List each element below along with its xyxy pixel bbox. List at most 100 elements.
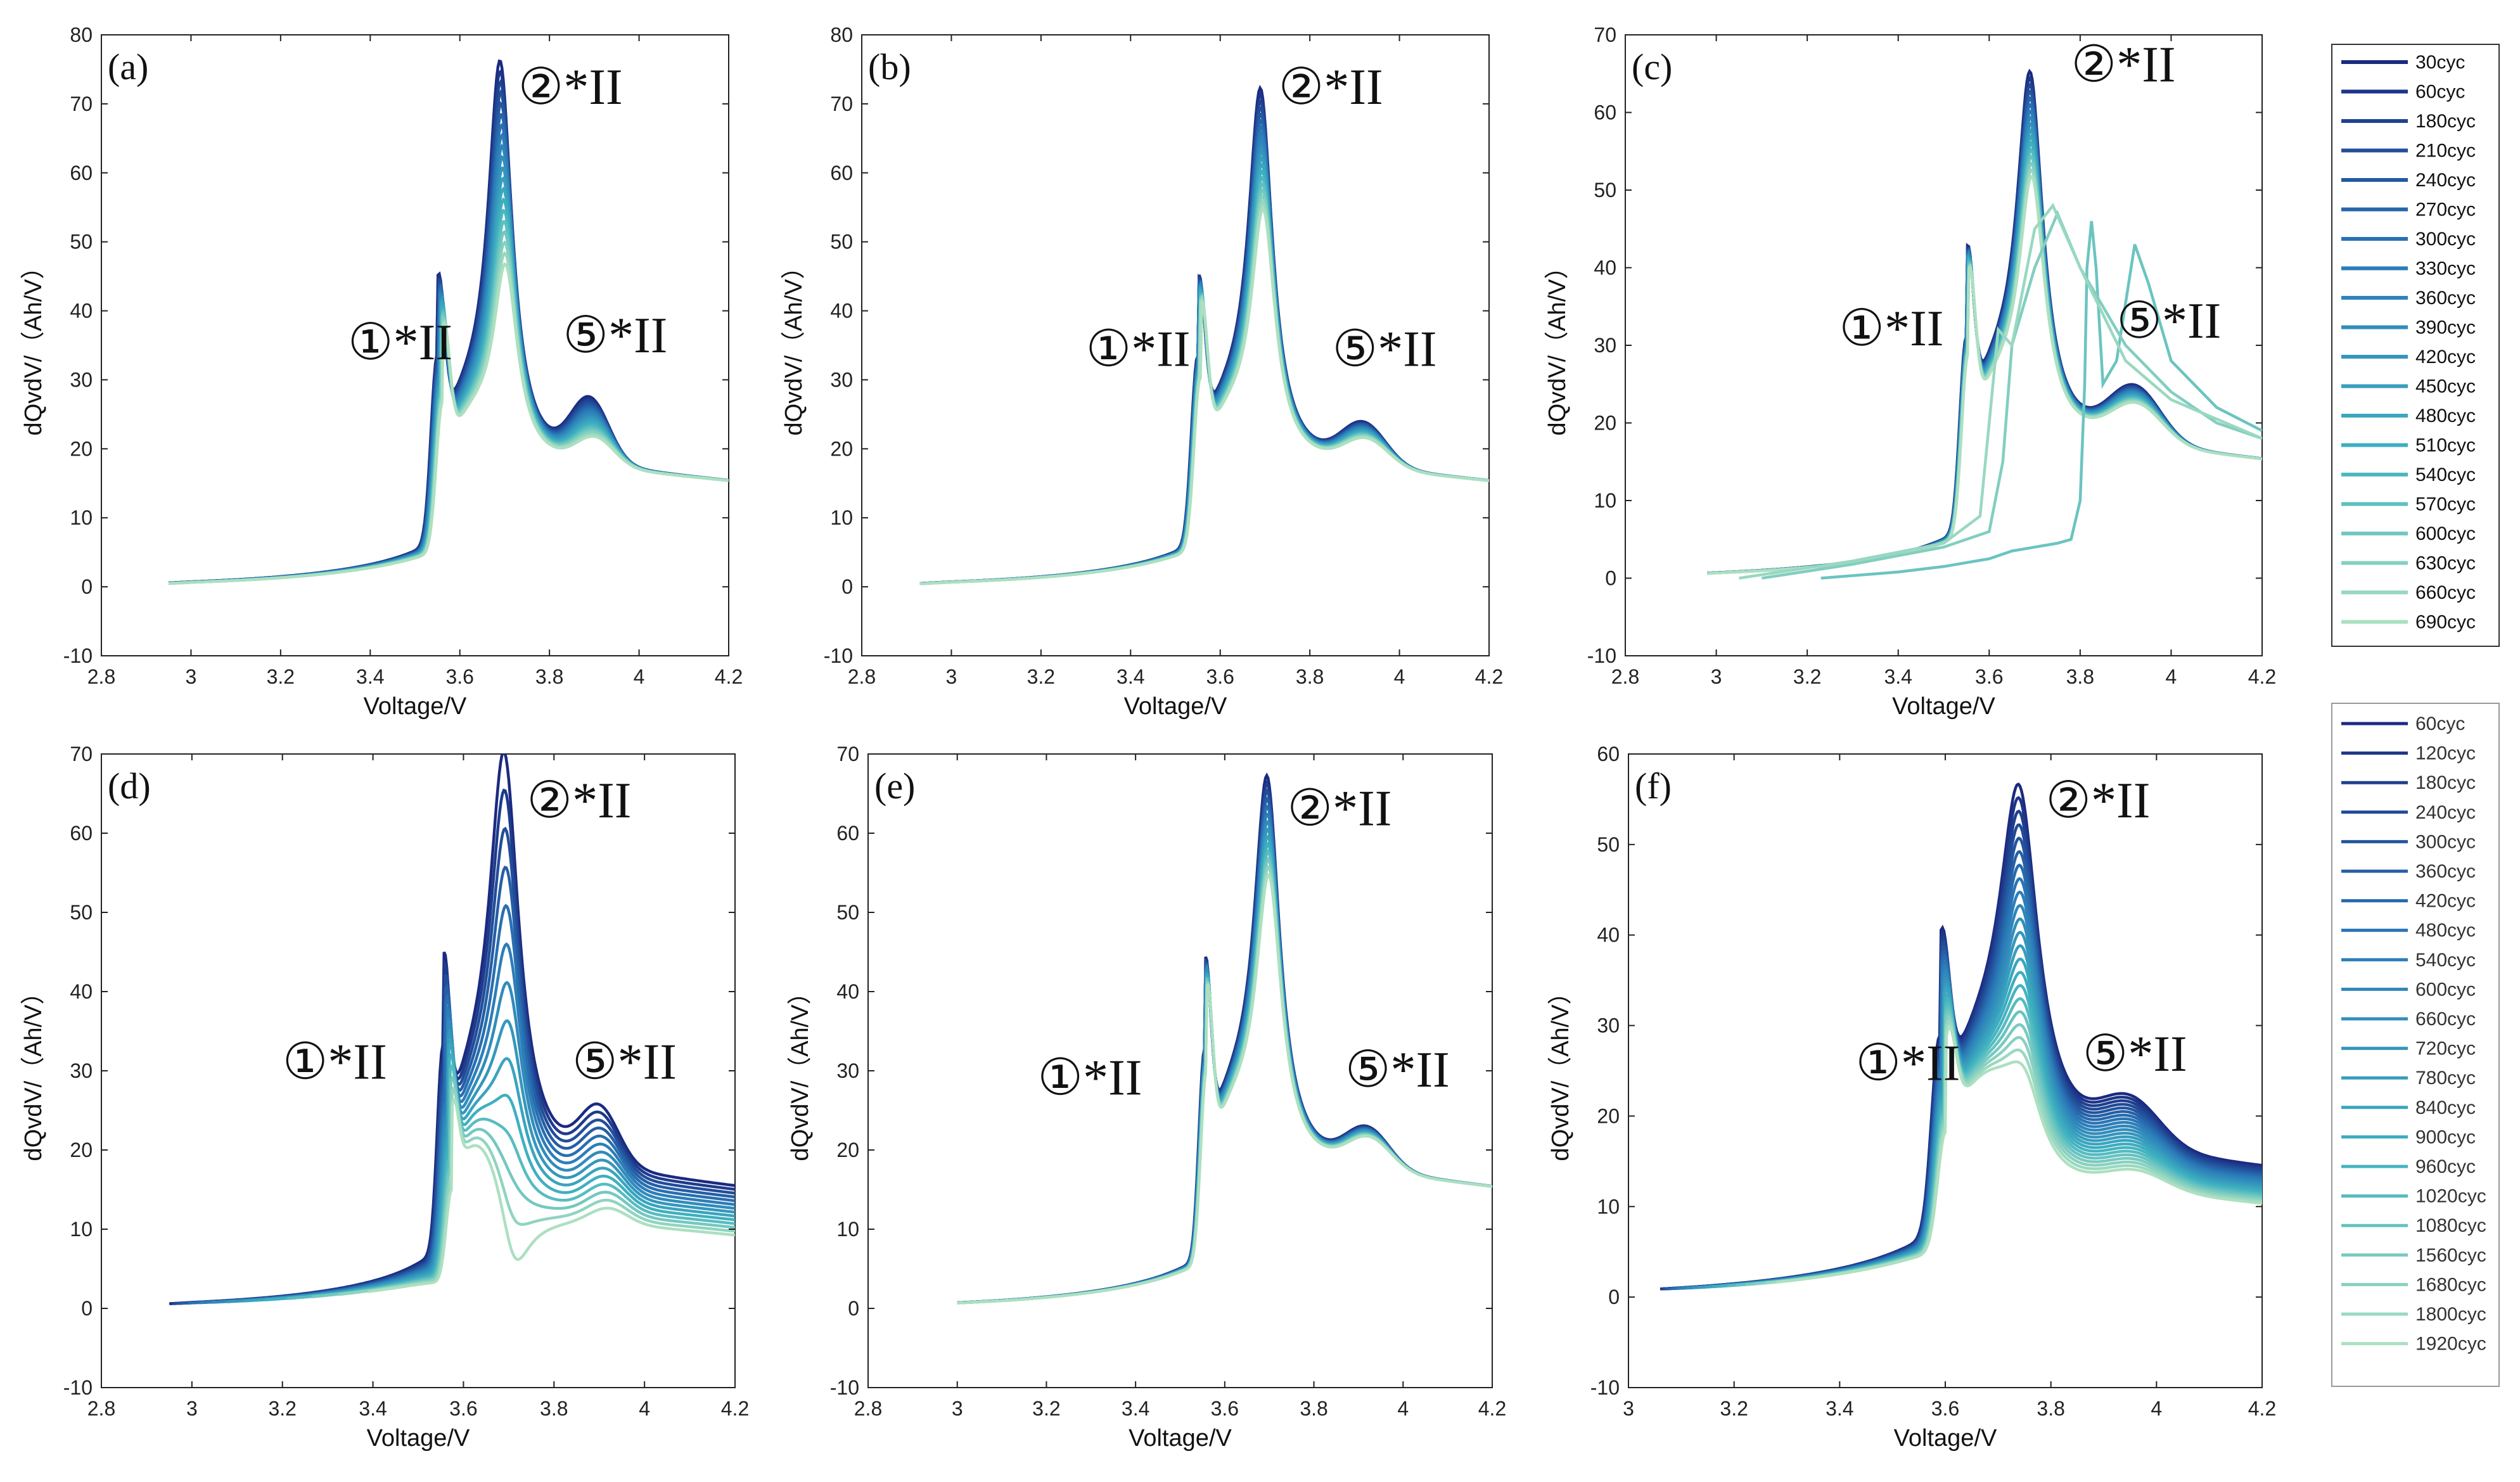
legend-label: 540cyc (2415, 950, 2476, 971)
y-tick-label: 60 (1597, 743, 1620, 765)
y-tick-label: 30 (1597, 1014, 1620, 1037)
legend-label: 1680cyc (2415, 1274, 2486, 1295)
plot-area (867, 753, 1493, 1388)
series-group (1706, 68, 2262, 580)
x-tick-label: 3.8 (1300, 1397, 1327, 1420)
y-tick-label: 20 (830, 437, 853, 460)
legend-top-box (2331, 44, 2500, 647)
legend-label: 330cyc (2415, 259, 2476, 279)
legend-label: 660cyc (2415, 582, 2476, 603)
peak-annotation: ②*II (527, 773, 631, 829)
x-axis-label: Voltage/V (1894, 1425, 1997, 1452)
legend-label: 1080cyc (2415, 1215, 2486, 1236)
y-tick-label: 40 (830, 300, 853, 323)
legend-label: 420cyc (2415, 891, 2476, 912)
legend-label: 390cyc (2415, 317, 2476, 338)
legend-label: 660cyc (2415, 1009, 2476, 1030)
peak-annotation: ①*II (1037, 1051, 1142, 1106)
x-tick-label: 3.4 (1884, 665, 1912, 688)
y-tick-label: 20 (70, 1139, 93, 1161)
x-tick-label: 3 (946, 665, 957, 688)
x-tick-label: 3.8 (1296, 665, 1324, 688)
legend-label: 180cyc (2415, 111, 2476, 132)
x-tick-label: 3.8 (2066, 665, 2094, 688)
y-tick-label: 30 (836, 1059, 859, 1082)
panel-b: 2.8 3 3.2 3.4 3.6 3.8 4 4.2 -10 0 10 20 30 40 50 60 70 80… (781, 23, 1503, 720)
legend-label: 240cyc (2415, 802, 2476, 823)
legend-label: 1020cyc (2415, 1186, 2486, 1207)
series-line-outlier (1739, 203, 2262, 580)
x-tick-label: 3.6 (1206, 665, 1234, 688)
x-tick-label: 4.2 (1475, 665, 1503, 688)
x-tick-label: 3.8 (2037, 1397, 2064, 1420)
y-tick-label: 40 (1594, 257, 1616, 279)
y-tick-label: 0 (81, 1297, 93, 1320)
y-tick-label: 50 (836, 901, 859, 924)
panel-e: 2.8 3 3.2 3.4 3.6 3.8 4 4.2 -10 0 10 20 30 40 50 60 70 Vo… (787, 743, 1506, 1452)
legend-label: 360cyc (2415, 288, 2476, 309)
y-tick-label: -10 (824, 644, 853, 667)
panel-d: 2.8 3 3.2 3.4 3.6 3.8 4 4.2 -10 0 10 20 30 40 50 60 70 Vo… (20, 743, 749, 1452)
legend-label: 630cyc (2415, 553, 2476, 574)
x-tick-label: 3 (186, 665, 197, 688)
y-tick-label: 20 (836, 1139, 859, 1161)
x-tick-label: 3.6 (1931, 1397, 1959, 1420)
legend-label: 30cyc (2415, 52, 2465, 73)
peak-annotation: ⑤*II (572, 1035, 677, 1090)
legend-label: 180cyc (2415, 772, 2476, 793)
legend-label: 690cyc (2415, 612, 2476, 633)
y-tick-label: 30 (70, 368, 93, 391)
legend-label: 60cyc (2415, 713, 2465, 734)
series-line (1776, 1025, 2262, 1284)
peak-annotation: ②*II (1287, 781, 1391, 837)
legend-label: 60cyc (2415, 82, 2465, 103)
x-tick-label: 3.4 (359, 1397, 387, 1420)
legend-label: 780cyc (2415, 1068, 2476, 1089)
legend-bottom: 60cyc 120cyc 180cyc 240cyc 300cyc 360cyc 420cy… (2331, 703, 2500, 1387)
x-tick-label: 4 (1394, 665, 1405, 688)
y-axis-label: dQvdV/（Ah/V） (1547, 980, 1574, 1161)
y-tick-label: 60 (836, 822, 859, 845)
y-tick-label: 0 (81, 575, 93, 598)
x-tick-label: 4 (2151, 1397, 2162, 1420)
x-tick-label: 3.2 (1032, 1397, 1060, 1420)
x-tick-label: 4 (639, 1397, 650, 1420)
legend-label: 270cyc (2415, 200, 2476, 220)
panel-a: 2.8 3 3.2 3.4 3.6 3.8 4 4.2 -10 0 10 20 30 40 50 60 70 80… (20, 23, 743, 720)
y-axis-label: dQvdV/（Ah/V） (787, 980, 814, 1161)
legend-label: 450cyc (2415, 376, 2476, 397)
legend-label: 510cyc (2415, 435, 2476, 456)
y-tick-label: 30 (70, 1059, 93, 1082)
y-tick-label: 0 (841, 575, 853, 598)
legend-label: 900cyc (2415, 1127, 2476, 1147)
x-tick-label: 3.2 (267, 665, 295, 688)
y-tick-label: -10 (1590, 1376, 1620, 1399)
x-tick-label: 3 (1623, 1397, 1634, 1420)
x-tick-label: 4.2 (2248, 1397, 2276, 1420)
legend-bottom-box (2331, 703, 2500, 1387)
y-tick-label: 80 (70, 23, 93, 46)
x-axis-label: Voltage/V (367, 1425, 470, 1452)
series-line (168, 262, 729, 585)
legend-top: 30cyc 60cyc 180cyc 210cyc 240cyc 270cyc 300cyc… (2331, 44, 2500, 647)
legend-label: 540cyc (2415, 464, 2476, 485)
x-tick-label: 3.4 (356, 665, 384, 688)
y-tick-label: -10 (63, 1376, 93, 1399)
y-tick-label: 10 (1597, 1195, 1620, 1218)
y-tick-label: 30 (830, 368, 853, 391)
x-tick-label: 4 (634, 665, 645, 688)
panel-label: (a) (108, 46, 148, 87)
y-tick-label: 70 (836, 743, 859, 765)
y-tick-label: 10 (836, 1218, 859, 1241)
y-tick-label: 60 (1594, 101, 1616, 124)
y-tick-label: 20 (70, 437, 93, 460)
y-tick-label: 10 (830, 506, 853, 529)
peak-annotation: ①*II (1839, 301, 1943, 357)
x-tick-label: 3.6 (1975, 665, 2003, 688)
x-tick-label: 2.8 (87, 1397, 115, 1420)
y-tick-label: 40 (836, 980, 859, 1003)
y-axis-label: dQvdV/（Ah/V） (1544, 255, 1571, 435)
series-group (1660, 782, 2262, 1291)
x-tick-label: 3 (186, 1397, 198, 1420)
peak-annotation: ⑤*II (2116, 293, 2221, 349)
